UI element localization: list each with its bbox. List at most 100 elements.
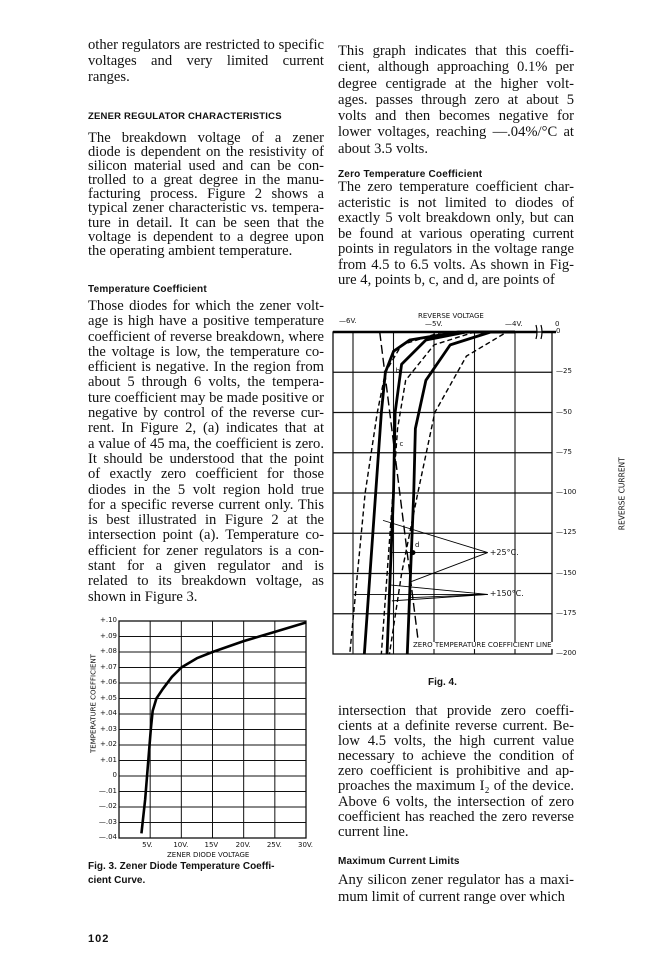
- fig3-y-tick-label: —.03: [98, 817, 117, 826]
- text-line: typical zener characteristic vs. tempera…: [88, 200, 324, 217]
- heading-maximum-current-limits: Maximum Current Limits: [338, 856, 460, 867]
- text-line: age is high have a positive temperature: [88, 313, 324, 330]
- fig3-x-tick-label: 10V.: [173, 841, 189, 849]
- fig3-y-tick-label: +.07: [100, 662, 117, 671]
- text-line: the operating ambient temperature.: [88, 242, 293, 259]
- graph-description-paragraph: This graph indicates that this coeffi-ci…: [338, 43, 574, 157]
- fig3-y-axis-title: TEMPERATURE COEFFICIENT: [89, 654, 98, 753]
- text-line: ture in detail. It can be seen that the: [88, 214, 324, 231]
- text-line: the voltage is low, the temperature co-: [88, 343, 324, 360]
- fig4-x-tick-label: 0: [555, 320, 560, 328]
- fig3-y-tick-label: +.10: [100, 616, 117, 624]
- fig4-x-tick-label: —6V.: [339, 317, 357, 325]
- fig4-y-tick-label: —175: [556, 608, 577, 617]
- maximum-current-paragraph: Any silicon zener regulator has a maxi-m…: [338, 872, 574, 906]
- fig3-y-tick-label: +.09: [100, 631, 117, 640]
- fig3-x-tick-label: 20V.: [235, 841, 251, 849]
- fig3-y-tick-label: +.08: [100, 647, 117, 655]
- fig4-annotation-label: +150°C.: [489, 589, 524, 599]
- text-line: ages. passes through zero at about 5: [338, 91, 574, 108]
- text-line: about 5 through 6 volts, the tempera-: [88, 374, 324, 391]
- heading-zener-regulator-characteristics: ZENER REGULATOR CHARACTERISTICS: [88, 111, 282, 122]
- fig4-annotation-arrow: [382, 519, 488, 554]
- fig4-point-label: c: [399, 439, 404, 448]
- fig3-x-tick-label: 30V.: [298, 841, 314, 849]
- fig4-point-label: b: [395, 367, 400, 376]
- fig3-y-tick-label: —.02: [98, 802, 117, 810]
- text-line: of exactly zero coefficient for those: [88, 466, 324, 483]
- text-line: Any silicon zener regulator has a maxi-: [338, 872, 574, 888]
- text-line: coefficient has reached the zero reverse: [338, 808, 574, 825]
- fig4-axis-break-icon: [535, 324, 543, 340]
- fig4-x-tick-label: —5V.: [425, 320, 443, 328]
- text-line: zero coefficient is prohibitive and ap-: [338, 763, 574, 780]
- text-line: from 4.5 to 6.5 volts. As shown in Fig-: [338, 256, 574, 273]
- text-line: be found at various operating current: [338, 225, 574, 242]
- text-line: lower voltages, reaching —.04%/°C at: [338, 124, 574, 141]
- text-line: exactly 5 volt breakdown only, but can: [338, 210, 574, 226]
- text-line: current line.: [338, 823, 409, 840]
- text-line: shown in Figure 3.: [88, 588, 198, 605]
- text-line: It should be understood that the point: [88, 450, 324, 467]
- breakdown-voltage-paragraph: The breakdown voltage of a zener diode is…: [88, 131, 324, 258]
- fig3-y-tick-label: +.06: [100, 678, 117, 686]
- text-line: diodes in the 5 volt region hold true: [88, 481, 324, 498]
- fig3-y-tick-label: —.01: [98, 786, 117, 795]
- figure-3-caption-line-2: cient Curve.: [88, 875, 146, 886]
- fig3-x-tick-label: 25V.: [266, 841, 282, 849]
- intersection-paragraph: intersection that provide zero coeffi-ci…: [338, 703, 574, 840]
- fig4-y-tick-label: —75: [556, 447, 572, 456]
- text-line: points in regulators in the voltage rang…: [338, 241, 574, 257]
- text-line: The zero temperature coefficient char-: [338, 179, 574, 195]
- text-line: efficient for zener regulators is a con-: [88, 542, 324, 559]
- text-line: intersection point (a). Temperature co-: [88, 527, 324, 544]
- fig4-curve-solid: [362, 330, 515, 655]
- fig4-y-tick-label: 0: [556, 327, 561, 335]
- text-line: stant for a given regulator and is: [88, 558, 324, 575]
- fig4-y-tick-label: —150: [556, 568, 577, 577]
- figure-4-caption: Fig. 4.: [428, 677, 457, 688]
- text-line: efficient is negative. In the region fro…: [88, 359, 324, 376]
- zero-coefficient-paragraph: The zero temperature coefficient char-ac…: [338, 179, 574, 289]
- text-line: acteristic is not limited to diodes of: [338, 194, 574, 211]
- fig3-y-tick-label: +.02: [100, 740, 117, 748]
- fig4-y-tick-label: —100: [556, 488, 577, 496]
- fig4-y-tick-label: —125: [556, 528, 577, 537]
- text-line: voltage is dependent to a degree upon: [88, 228, 324, 245]
- intro-paragraph: other regulators are restricted to speci…: [88, 37, 324, 85]
- text-line: negative by control of the reverse cur-: [88, 405, 324, 422]
- fig4-curve-dashed: [388, 331, 520, 655]
- fig3-y-tick-label: +.04: [100, 709, 117, 717]
- text-line: mum limit of current range over which: [338, 889, 565, 905]
- text-line: volts and then becomes negative for: [338, 108, 574, 125]
- fig4-curve-dashed: [380, 331, 515, 655]
- fig4-point-d-marker: [410, 550, 416, 556]
- text-line: about 3.5 volts.: [338, 140, 428, 157]
- text-line: ure 4, points b, c, and d, are points of: [338, 272, 555, 288]
- text-line: is best illustrated in Figure 2 at the: [88, 512, 324, 529]
- text-line: rent. In Figure 2, (a) indicates that at: [88, 420, 324, 437]
- text-line: diode is dependent on the resistivity of: [88, 144, 324, 161]
- fig4-annotation-arrow: [388, 584, 488, 595]
- text-line: cient, although approaching 0.1% per: [338, 59, 574, 76]
- fig4-annotation-arrow: [409, 593, 488, 599]
- fig3-y-tick-label: +.01: [100, 755, 117, 764]
- fig3-x-tick-label: 15V: [204, 841, 219, 849]
- text-line: Above 6 volts, the intersection of zero: [338, 793, 574, 810]
- text-line: silicon material used and can be con-: [88, 158, 324, 175]
- text-line: degree centigrade at the higher volt-: [338, 75, 574, 92]
- fig4-x-axis-title: REVERSE VOLTAGE: [418, 312, 484, 320]
- temperature-coefficient-paragraph: Those diodes for which the zener volt-ag…: [88, 298, 324, 605]
- fig3-y-tick-label: +.03: [100, 724, 117, 733]
- text-line: for a specific reverse current only. Thi…: [88, 496, 324, 513]
- text-line: low 4.5 volts, the high current value: [338, 733, 574, 750]
- text-line: This graph indicates that this coeffi-: [338, 43, 574, 59]
- fig4-curve-solid: [405, 330, 515, 655]
- text-line: a value of 45 ma, the coefficient is zer…: [88, 435, 324, 452]
- text-line: necessary to achieve the condition of: [338, 748, 574, 765]
- text-line: trolled to a great degree in the manu-: [88, 172, 324, 189]
- text-line: ture coefficient may be made positive or: [88, 389, 324, 406]
- text-line: voltages and very limited current: [88, 53, 324, 69]
- text-line: The breakdown voltage of a zener: [88, 130, 324, 146]
